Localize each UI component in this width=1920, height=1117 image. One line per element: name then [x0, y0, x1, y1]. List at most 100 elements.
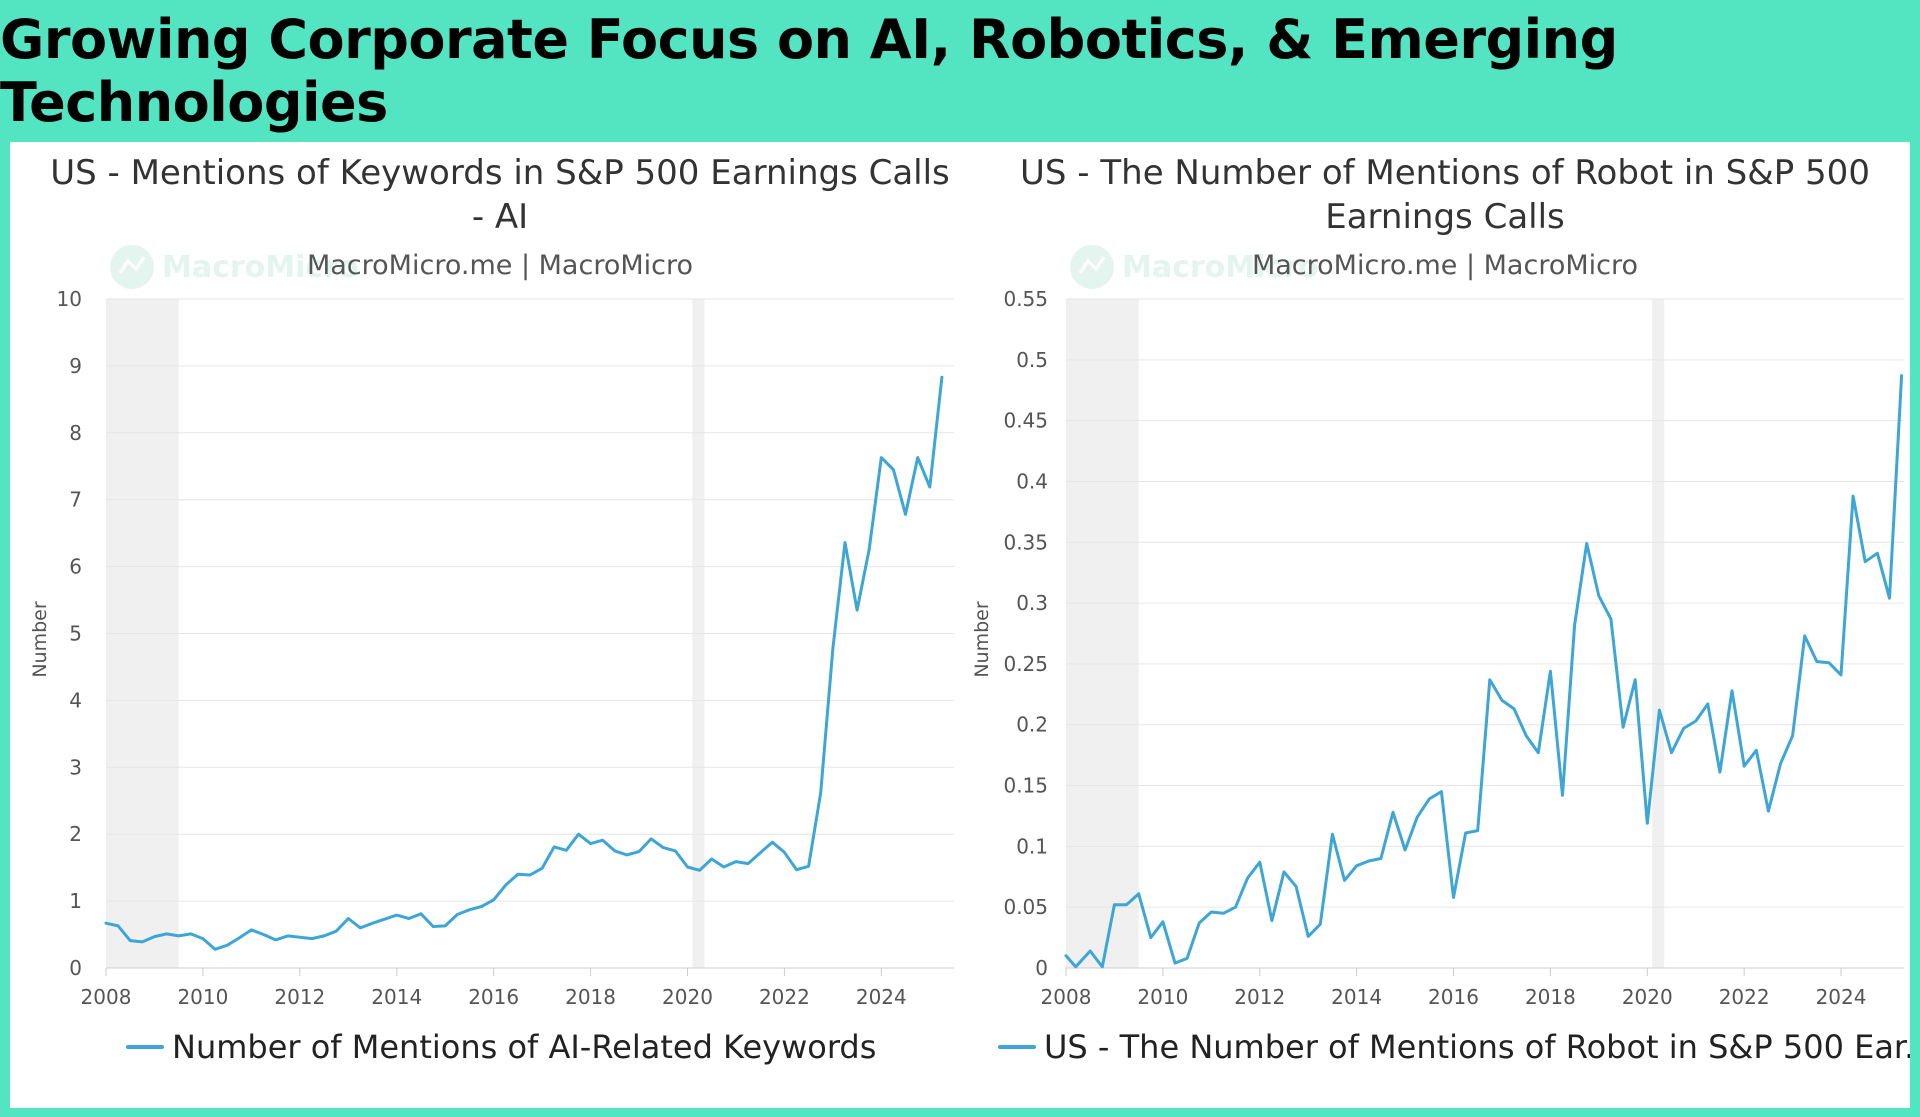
data-point [1488, 678, 1492, 681]
data-point [371, 921, 374, 925]
x-tick-label: 2022 [1719, 985, 1770, 1009]
data-point [177, 934, 180, 938]
data-point [1791, 734, 1794, 737]
x-tick-label: 2024 [856, 985, 907, 1009]
x-tick-label: 2020 [1622, 985, 1673, 1009]
data-point [1706, 702, 1710, 706]
y-tick-label: 5 [69, 622, 82, 646]
x-tick-label: 2008 [1041, 985, 1092, 1009]
data-point [468, 908, 471, 911]
data-point [1646, 822, 1649, 825]
y-tick-label: 0.15 [1003, 774, 1048, 798]
y-tick-label: 4 [69, 688, 82, 712]
data-point [347, 917, 350, 920]
data-point [1270, 919, 1274, 922]
y-tick-label: 0.35 [1003, 530, 1048, 554]
data-point [819, 791, 822, 794]
legend-label: US - The Number of Mentions of Robot in … [1044, 1028, 1910, 1066]
x-tick-label: 2008 [81, 985, 132, 1009]
data-point [1561, 794, 1564, 797]
data-point [359, 926, 362, 930]
x-tick-label: 2018 [1525, 985, 1576, 1009]
watermark-trend-icon [1078, 256, 1106, 274]
data-point [1089, 949, 1092, 953]
y-tick-label: 6 [69, 555, 82, 579]
data-point [1379, 857, 1383, 860]
x-tick-label: 2012 [1234, 985, 1285, 1009]
data-point [1476, 829, 1479, 832]
data-point [492, 898, 495, 901]
y-axis-label: Number [29, 601, 51, 678]
chart-title-line: Earnings Calls [1325, 197, 1565, 237]
series-line [104, 375, 944, 951]
data-point [1355, 864, 1358, 868]
data-point [322, 934, 326, 938]
data-point [286, 934, 289, 938]
chart-title-line: US - The Number of Mentions of Robot in … [1020, 153, 1870, 193]
watermark-text: MacroMicro [162, 250, 359, 285]
chart-title-line: - AI [472, 197, 528, 237]
data-point [1440, 790, 1443, 793]
robot-mentions-chart: MacroMicro 0 0.05 0.1 0.15 0.2 0.25 0.3 0.35 0.4 0… [971, 153, 1910, 1066]
page-title: Growing Corporate Focus on AI, Robotics,… [0, 8, 1618, 134]
data-point [904, 513, 907, 516]
y-tick-label: 10 [57, 287, 82, 311]
data-point [1633, 678, 1637, 681]
data-point [1403, 848, 1407, 852]
data-point [1827, 661, 1831, 664]
data-point [540, 867, 544, 870]
x-tick-label: 2018 [565, 985, 616, 1009]
data-point [1452, 896, 1455, 899]
data-point [892, 468, 895, 471]
data-point [1258, 860, 1261, 864]
x-tick-label: 2020 [662, 985, 713, 1009]
data-point [1512, 707, 1516, 711]
data-point [1306, 935, 1310, 938]
data-point [1198, 921, 1201, 925]
data-point [274, 938, 277, 942]
y-tick-label: 0.4 [1016, 469, 1048, 493]
data-point [141, 940, 144, 944]
data-point [783, 851, 786, 854]
data-point [771, 841, 774, 844]
data-point [734, 860, 738, 863]
data-point [250, 928, 253, 932]
data-point [153, 935, 156, 938]
data-point [1185, 957, 1189, 960]
watermark-trend-icon [118, 256, 146, 274]
data-point [1670, 751, 1673, 754]
legend-item: Number of Mentions of AI-Related Keyword… [126, 1028, 876, 1066]
data-point [662, 846, 665, 849]
data-point [565, 849, 568, 852]
data-point [601, 839, 604, 842]
data-point [444, 924, 447, 928]
data-point [928, 485, 931, 489]
data-point [1585, 542, 1588, 545]
x-tick-label: 2024 [1816, 985, 1867, 1009]
data-point [129, 939, 132, 942]
data-point [880, 456, 883, 459]
data-point [722, 865, 726, 869]
data-point [674, 849, 677, 853]
y-tick-label: 7 [69, 488, 82, 512]
y-tick-label: 3 [69, 755, 82, 779]
data-point [213, 948, 217, 951]
data-point [1367, 859, 1370, 863]
data-point [710, 857, 713, 861]
data-point [1803, 634, 1806, 638]
data-point [758, 851, 762, 855]
data-point [407, 917, 411, 920]
x-tick-label: 2016 [468, 985, 519, 1009]
data-point [1730, 689, 1734, 692]
y-tick-label: 0.05 [1003, 895, 1048, 919]
data-point [1113, 903, 1116, 906]
data-point [1064, 954, 1068, 958]
data-point [201, 937, 205, 940]
data-point [649, 837, 653, 841]
data-point [238, 936, 241, 940]
data-point [225, 944, 229, 947]
data-point [1524, 734, 1528, 737]
data-point [419, 912, 423, 916]
data-point [1742, 764, 1746, 768]
